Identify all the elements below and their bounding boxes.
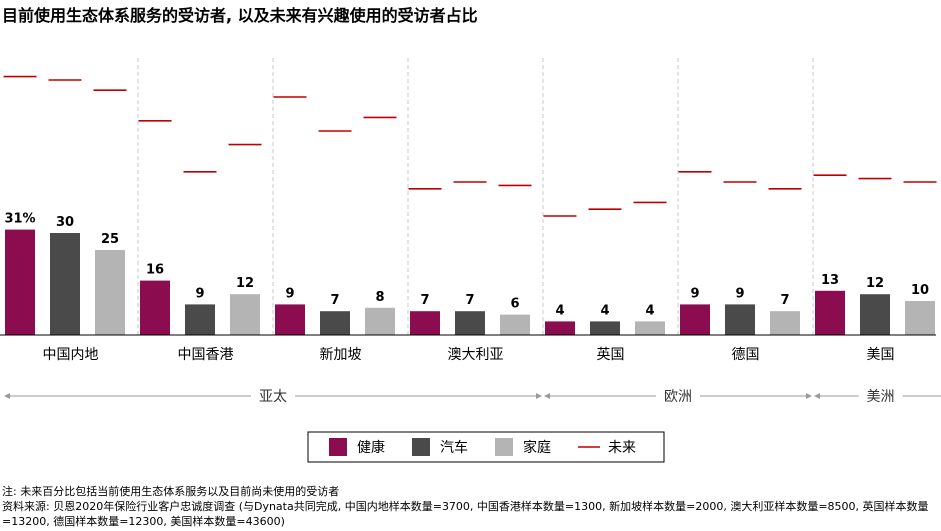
category-label: 中国香港	[178, 347, 234, 363]
bar-auto	[725, 304, 755, 335]
footnotes: 注: 未来百分比包括当前使用生态体系服务以及目前尚未使用的受访者 资料来源: 贝…	[2, 484, 932, 529]
category-label: 德国	[732, 347, 760, 363]
bar-health	[545, 321, 575, 335]
bar-home	[770, 311, 800, 335]
data-label: 30	[56, 215, 74, 230]
bar-auto	[50, 233, 80, 335]
data-label: 13	[821, 273, 839, 288]
data-label: 9	[285, 286, 294, 301]
legend-swatch-health	[329, 438, 347, 456]
data-label: 25	[101, 232, 119, 247]
data-label: 7	[780, 293, 789, 308]
data-label: 6	[510, 297, 519, 312]
data-label: 9	[195, 286, 204, 301]
data-label: 9	[735, 286, 744, 301]
bar-auto	[860, 294, 890, 335]
data-label: 8	[375, 290, 384, 305]
bar-home	[905, 301, 935, 335]
data-label: 4	[645, 303, 654, 318]
region-label: 美洲	[867, 389, 895, 405]
data-label: 7	[330, 293, 339, 308]
legend	[307, 431, 665, 463]
bar-home	[230, 294, 260, 335]
category-label: 新加坡	[320, 347, 362, 363]
data-label: 12	[866, 276, 884, 291]
data-label: 9	[690, 286, 699, 301]
bar-home	[365, 307, 395, 335]
bar-home	[500, 314, 530, 335]
bar-health	[815, 290, 845, 335]
data-label: 16	[146, 263, 164, 278]
legend-label-home: 家庭	[523, 439, 551, 456]
bar-health	[680, 304, 710, 335]
bar-auto	[590, 321, 620, 335]
region-label: 欧洲	[664, 389, 692, 405]
category-label: 澳大利亚	[448, 347, 504, 363]
region-arrow-right	[806, 393, 812, 399]
bar-home	[95, 250, 125, 335]
region-label: 亚太	[259, 389, 287, 405]
category-label: 中国内地	[43, 347, 99, 363]
legend-swatch-home	[495, 438, 513, 456]
bar-auto	[455, 311, 485, 335]
bar-home	[635, 321, 665, 335]
chart-title: 目前使用生态体系服务的受访者, 以及未来有兴趣使用的受访者占比	[2, 6, 478, 25]
legend-label-auto: 汽车	[440, 439, 468, 456]
bar-auto	[185, 304, 215, 335]
bar-health	[140, 280, 170, 335]
data-label: 10	[911, 283, 929, 298]
region-arrow-left	[544, 393, 550, 399]
data-label: 7	[420, 293, 429, 308]
region-arrow-left	[4, 393, 10, 399]
data-label: 7	[465, 293, 474, 308]
legend-swatch-auto	[412, 438, 430, 456]
data-label: 4	[555, 303, 564, 318]
category-label: 美国	[867, 347, 895, 363]
region-arrow-left	[814, 393, 820, 399]
bar-health	[410, 311, 440, 335]
data-label: 31%	[4, 212, 35, 227]
source-text: 资料来源: 贝恩2020年保险行业客户忠诚度调查 (与Dynata共同完成, 中…	[2, 500, 929, 528]
category-label: 英国	[597, 346, 625, 363]
data-label: 12	[236, 276, 254, 291]
bar-auto	[320, 311, 350, 335]
grouped-bar-chart: 31% 30 25 中国内地 16 9 12 中国香港 9 7 8 新加坡 7 7 6 澳大利亚 4 4 4 英国 9 9…	[0, 58, 941, 463]
bar-health	[275, 304, 305, 335]
legend-label-health: 健康	[357, 439, 385, 456]
note-text: 注: 未来百分比包括当前使用生态体系服务以及目前尚未使用的受访者	[2, 485, 340, 498]
bar-health	[5, 229, 35, 335]
data-label: 4	[600, 303, 609, 318]
legend-label-future: 未来	[608, 440, 636, 456]
region-arrow-right	[536, 393, 542, 399]
